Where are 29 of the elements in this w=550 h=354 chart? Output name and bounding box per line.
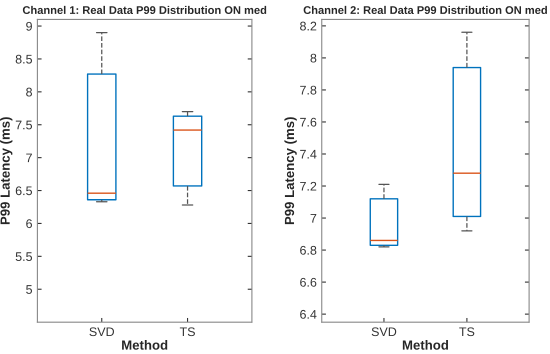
- x-tick-label: TS: [459, 327, 474, 336]
- y-tick-label: 6.5: [16, 186, 32, 196]
- y-tick-label: 5: [26, 285, 32, 294]
- y-tick-label: 7.2: [300, 182, 316, 191]
- y-tick-label: 5.5: [16, 252, 32, 261]
- y-tick-label: 6.8: [300, 246, 316, 255]
- x-tick-label: SVD: [372, 327, 396, 336]
- y-tick-label: 7.6: [300, 118, 316, 127]
- y-axis-title: P99 Latency (ms): [284, 117, 297, 224]
- x-axis-title: Method: [122, 340, 168, 350]
- y-tick-label: 8: [26, 88, 32, 96]
- y-tick-label: 8.5: [16, 54, 32, 64]
- y-tick-label: 7: [26, 154, 32, 162]
- y-tick-label: 8: [310, 54, 316, 63]
- x-axis-title: Method: [402, 340, 448, 350]
- chart-title: Channel 2: Real Data P99 Distribution ON med: [304, 6, 547, 14]
- y-tick-label: 7.4: [300, 150, 317, 159]
- y-tick-label: 7.5: [16, 120, 32, 130]
- y-tick-label: 6: [26, 219, 32, 228]
- y-tick-label: 6.4: [300, 310, 317, 319]
- y-tick-label: 8.2: [300, 22, 316, 31]
- y-axis-title: P99 Latency (ms): [0, 117, 12, 224]
- y-tick-label: 7: [310, 214, 316, 223]
- y-tick-label: 7.8: [300, 86, 316, 95]
- chart-title: Channel 1: Real Data P99 Distribution ON med: [22, 6, 266, 14]
- x-tick-label: TS: [180, 327, 195, 336]
- y-tick-label: 6.6: [300, 278, 316, 287]
- x-tick-label: SVD: [89, 327, 114, 336]
- y-tick-label: 9: [26, 22, 32, 31]
